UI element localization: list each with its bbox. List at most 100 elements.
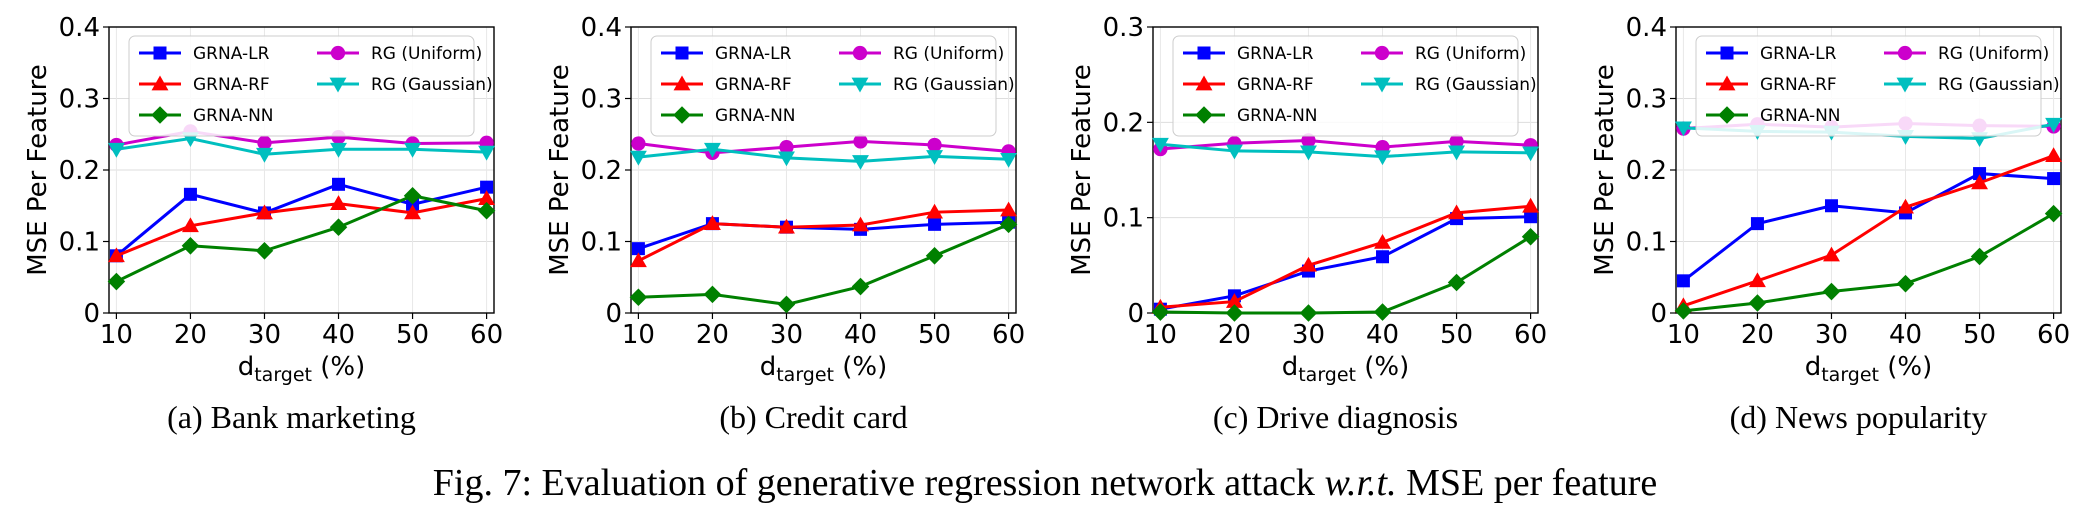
data-point xyxy=(330,195,347,210)
legend-marker xyxy=(852,45,868,61)
figure-caption-italic: w.r.t. xyxy=(1324,462,1396,504)
x-tick-label: 30 xyxy=(770,320,803,350)
y-tick-label: 0.3 xyxy=(59,85,100,115)
data-point xyxy=(629,150,647,166)
legend-box xyxy=(650,35,997,137)
data-point xyxy=(1896,274,1915,293)
data-point xyxy=(1521,227,1540,246)
data-point xyxy=(629,252,647,268)
data-point xyxy=(478,145,496,161)
data-point xyxy=(1299,304,1318,322)
data-point xyxy=(1971,174,1989,190)
x-tick-label: 50 xyxy=(1440,320,1473,350)
data-point xyxy=(703,142,721,158)
x-tick-label: 60 xyxy=(2037,320,2070,350)
data-point xyxy=(852,155,869,170)
data-point xyxy=(1897,198,1914,214)
legend-marker xyxy=(1896,77,1914,93)
chart-panel-3: 0 0.1 0.2 0.3 10 20 30 40 50 60 dtarget (%) MSE Per… xyxy=(1067,13,1547,435)
y-axis-label: MSE Per Feature xyxy=(1590,64,1620,276)
x-tick-label: 60 xyxy=(992,320,1025,350)
series-line-grna-lr xyxy=(1682,172,2054,283)
data-point xyxy=(329,218,348,236)
y-tick-label: 0.3 xyxy=(1103,13,1144,43)
legend-marker xyxy=(673,75,691,91)
legend-marker xyxy=(1197,46,1211,60)
legend-label: RG (Uniform) xyxy=(1415,44,1526,64)
data-point xyxy=(1225,144,1243,160)
series-line-grna-lr xyxy=(637,220,1009,251)
series-line-rg-gaussian- xyxy=(638,147,1009,163)
data-point xyxy=(478,190,496,205)
x-axis-label-main: d xyxy=(1805,352,1822,382)
data-point xyxy=(1151,303,1170,321)
data-point xyxy=(1674,121,1692,137)
data-point xyxy=(480,180,494,194)
data-point xyxy=(107,272,126,291)
data-point xyxy=(1449,134,1464,149)
data-point xyxy=(778,218,795,234)
series-line-grna-lr xyxy=(1160,215,1531,311)
legend-label: RG (Uniform) xyxy=(1938,44,2049,64)
data-point xyxy=(1824,199,1838,213)
legend-label: GRNA-NN xyxy=(715,106,796,126)
data-point xyxy=(2045,147,2063,163)
legend-marker xyxy=(1373,77,1391,93)
data-point xyxy=(777,295,796,314)
data-point xyxy=(851,277,870,296)
data-point xyxy=(181,217,199,233)
legend-label: GRNA-NN xyxy=(1760,106,1841,126)
data-point xyxy=(332,177,346,191)
legend: GRNA-LR GRNA-RF GRNA-NN RG (Uniform) RG (Gau… xyxy=(128,35,493,137)
data-point xyxy=(927,137,942,153)
x-tick-label: 60 xyxy=(470,320,503,350)
x-axis-label: dtarget (%) xyxy=(760,352,888,386)
legend-marker xyxy=(151,106,169,124)
x-tick-label: 10 xyxy=(1667,320,1700,350)
legend-label: RG (Gaussian) xyxy=(893,75,1015,95)
x-tick-label: 40 xyxy=(1889,320,1922,350)
data-point xyxy=(1374,234,1391,249)
data-point xyxy=(404,142,422,158)
x-tick-label: 20 xyxy=(1218,320,1251,350)
data-point xyxy=(925,247,944,265)
x-tick-label: 20 xyxy=(696,320,729,350)
data-point xyxy=(703,285,722,304)
legend-label: RG (Gaussian) xyxy=(1415,75,1537,95)
y-tick-label: 0.1 xyxy=(59,228,100,258)
legend-box xyxy=(1172,35,1519,137)
series-line-grna-rf xyxy=(637,208,1009,263)
data-point xyxy=(2044,204,2063,223)
data-point xyxy=(778,151,795,167)
data-point xyxy=(330,142,347,158)
y-axis-label: MSE Per Feature xyxy=(1067,64,1097,276)
y-tick-label: 0.1 xyxy=(1626,228,1667,258)
y-tick-label: 0.4 xyxy=(1626,13,1667,43)
subfigure-caption: (a) Bank marketing xyxy=(167,399,416,435)
data-point xyxy=(1301,133,1316,148)
x-axis-label: dtarget (%) xyxy=(1282,352,1410,386)
y-tick-label: 0 xyxy=(1127,299,1144,329)
data-point xyxy=(926,150,944,165)
legend-label: RG (Uniform) xyxy=(371,44,482,64)
data-point xyxy=(631,136,646,151)
legend-marker xyxy=(1720,46,1734,60)
x-tick-label: 10 xyxy=(100,320,133,350)
figure-caption-suffix: MSE per feature xyxy=(1397,462,1658,504)
legend: GRNA-LR GRNA-RF GRNA-NN RG (Uniform) RG (Gau… xyxy=(1172,35,1537,137)
legend-label: GRNA-LR xyxy=(1760,44,1837,64)
x-axis-label-suffix: (%) xyxy=(1356,352,1409,382)
legend-marker xyxy=(1718,106,1736,124)
x-axis-label-suffix: (%) xyxy=(312,352,365,382)
x-tick-label: 30 xyxy=(248,320,281,350)
legend-marker xyxy=(1374,45,1390,61)
data-point xyxy=(183,187,197,201)
data-point xyxy=(1000,152,1018,168)
y-tick-label: 0.2 xyxy=(1103,108,1144,138)
subfigure-caption: (d) News popularity xyxy=(1730,399,1988,435)
y-tick-label: 0.2 xyxy=(1626,156,1667,186)
legend-marker xyxy=(153,46,167,60)
legend-marker xyxy=(1718,75,1736,91)
x-axis-label-subscript: target xyxy=(1298,364,1356,386)
legend-label: GRNA-LR xyxy=(715,44,792,64)
